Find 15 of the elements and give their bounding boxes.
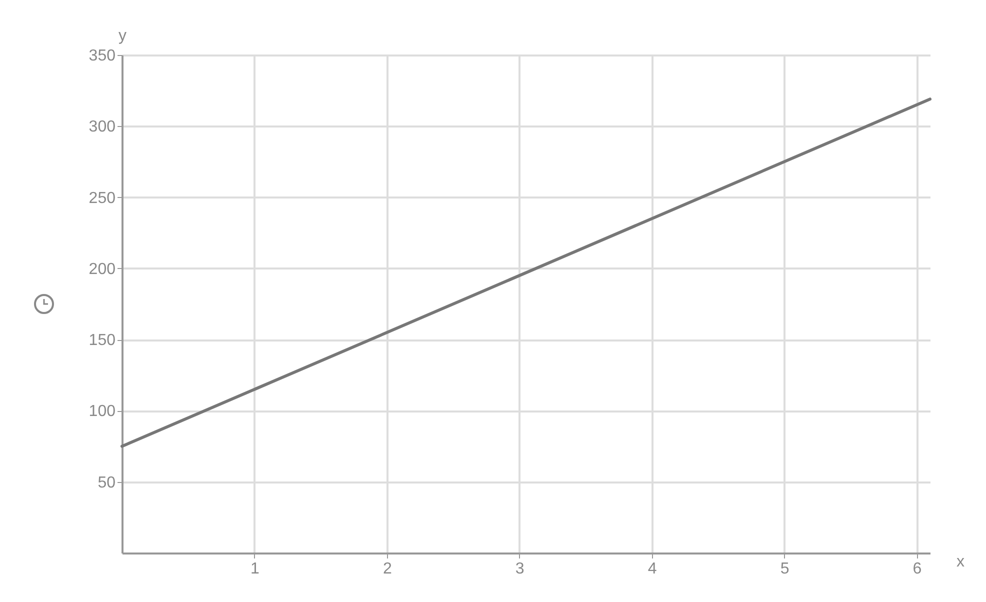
y-tick-label: 350 — [88, 48, 116, 64]
x-tick-label: 2 — [382, 560, 392, 578]
y-axis-title: y — [118, 28, 126, 44]
x-axis-title: x — [956, 554, 964, 570]
y-tick-label: 300 — [88, 118, 116, 136]
x-tick-label: 3 — [515, 560, 524, 578]
y-tick-label: 100 — [88, 403, 116, 420]
x-tick-label: 6 — [912, 560, 922, 578]
y-tick-label: 200 — [88, 260, 116, 278]
y-tick-label: 50 — [98, 474, 116, 492]
x-tick-label: 5 — [780, 560, 790, 578]
y-tick-label: 250 — [88, 190, 116, 207]
x-tick-label: 1 — [250, 560, 260, 578]
y-tick-label: 150 — [88, 332, 116, 350]
x-tick-label: 4 — [648, 560, 657, 578]
